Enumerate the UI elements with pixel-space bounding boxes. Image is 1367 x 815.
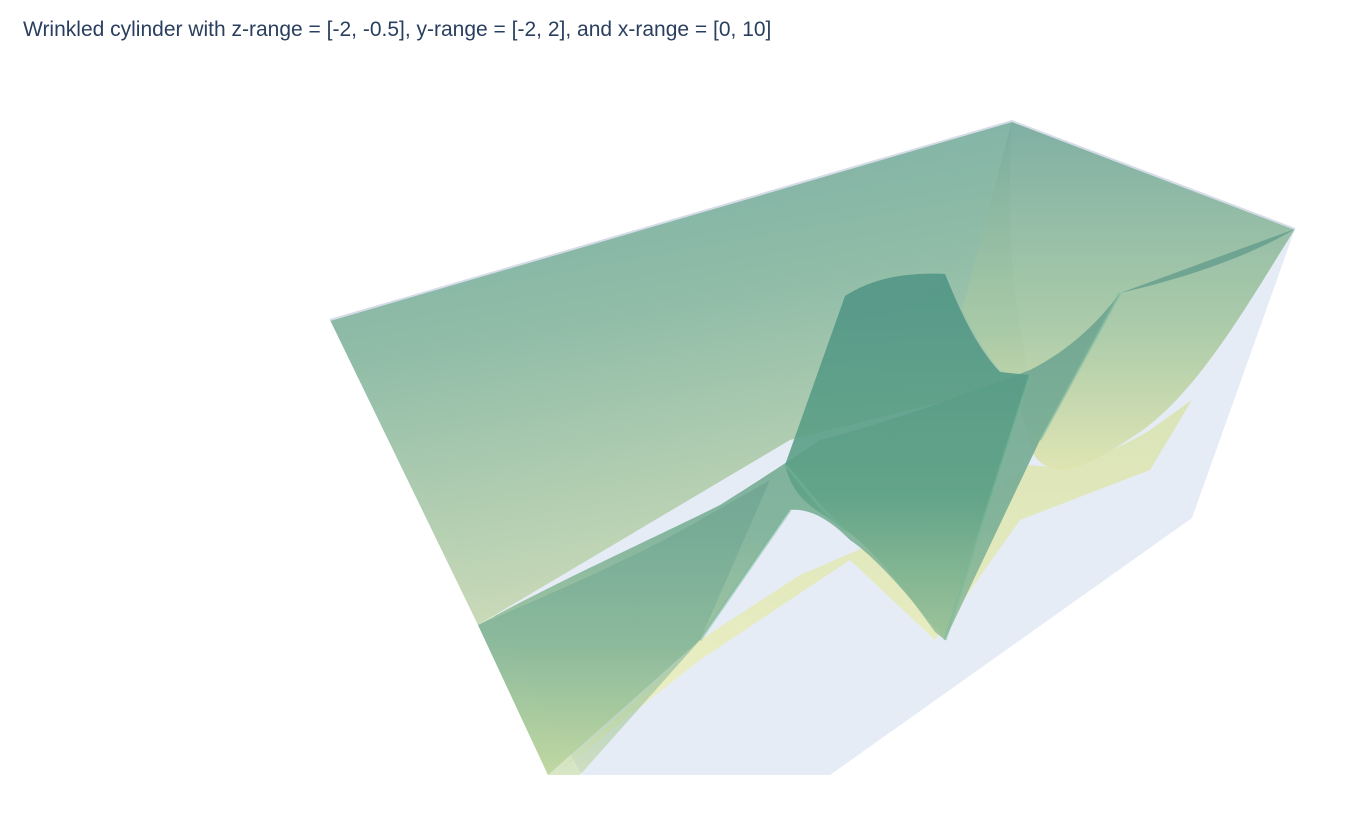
fold-line-4 (1038, 292, 1122, 441)
surface-lower-fringe (560, 400, 1192, 770)
surface-central-hump (785, 273, 1030, 640)
back-top-edge (329, 119, 1296, 321)
surface-hump-cap (840, 273, 945, 320)
surface-left-wedge (478, 480, 770, 775)
chart-title: Wrinkled cylinder with z-range = [-2, -0… (23, 18, 772, 41)
fold-line-1 (783, 463, 846, 532)
fold-line-3 (943, 374, 1032, 641)
surface-back-sheet (330, 121, 1030, 625)
fold-line-2 (698, 509, 792, 641)
